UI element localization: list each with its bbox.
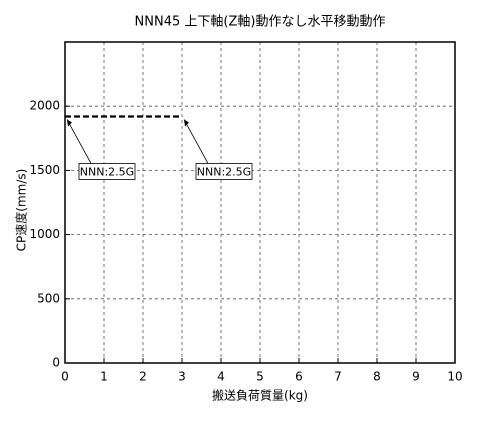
y-tick-label: 2000 (29, 99, 60, 113)
x-tick-label: 5 (256, 370, 264, 384)
y-tick-label: 0 (52, 356, 60, 370)
plot-frame (64, 41, 456, 364)
chart-title: NNN45 上下軸(Z軸)動作なし水平移動動作 (135, 15, 386, 30)
x-tick-label: 7 (334, 370, 342, 384)
arrow-head (184, 119, 189, 127)
annotation-box (195, 163, 253, 180)
annotation-box (78, 163, 136, 180)
x-tick-label: 8 (373, 370, 381, 384)
annotation-text: NNN:2.5G (197, 165, 251, 178)
arrow-head (67, 119, 72, 127)
x-tick-label: 3 (178, 370, 186, 384)
y-axis-label: CP速度(mm/s) (14, 169, 29, 252)
annotation-text: NNN:2.5G (80, 165, 134, 178)
x-tick-label: 10 (447, 370, 462, 384)
y-tick-label: 500 (37, 291, 60, 305)
annotation-arrow (66, 119, 92, 164)
x-tick-label: 2 (139, 370, 147, 384)
x-tick-label: 1 (100, 370, 108, 384)
x-axis-label: 搬送負荷質量(kg) (212, 388, 308, 403)
y-tick-label: 1500 (29, 163, 60, 177)
x-tick-label: 0 (61, 370, 69, 384)
x-tick-label: 4 (217, 370, 225, 384)
annotation-arrow (183, 119, 209, 164)
x-tick-label: 6 (295, 370, 303, 384)
y-tick-label: 1000 (29, 227, 60, 241)
x-tick-label: 9 (412, 370, 420, 384)
